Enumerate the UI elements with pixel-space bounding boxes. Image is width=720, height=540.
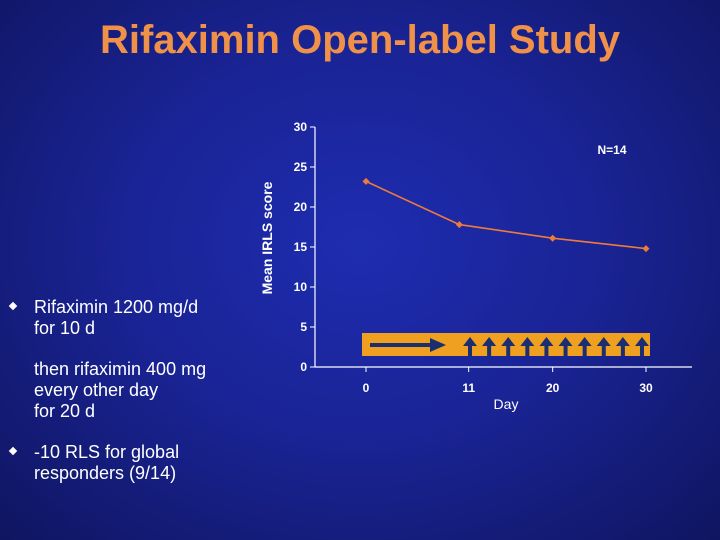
y-axis-label: Mean IRLS score xyxy=(259,181,275,294)
alternate-day-dose-arrow-shaft xyxy=(620,343,625,356)
bullet-text: Rifaximin 1200 mg/d for 10 d xyxy=(34,297,199,338)
alternate-day-dose-arrow-shaft xyxy=(601,343,606,356)
x-tick-labels: 0 11 20 30 xyxy=(363,367,653,395)
alternate-day-dose-arrow-shaft xyxy=(544,343,549,356)
alternate-day-dose-arrow-shaft xyxy=(640,343,644,356)
y-tick-labels: 0 5 10 15 20 25 30 xyxy=(294,120,315,374)
series-path xyxy=(365,180,647,250)
data-point xyxy=(642,245,650,253)
alternate-day-dose-arrow-shaft xyxy=(563,343,568,356)
y-tick-label: 10 xyxy=(294,280,308,294)
alternate-day-dose-arrow-shaft xyxy=(525,343,530,356)
alternate-day-dose-arrow-head xyxy=(615,337,630,346)
daily-dose-arrow-head xyxy=(430,338,446,352)
y-tick-label: 25 xyxy=(294,160,308,174)
x-tick-label: 20 xyxy=(546,381,560,395)
sample-size-annotation: N=14 xyxy=(597,143,626,157)
alternate-day-dose-arrow-head xyxy=(520,337,535,346)
y-tick-label: 30 xyxy=(294,120,308,134)
alternate-day-dose-arrow-shaft xyxy=(582,343,587,356)
slide-title: Rifaximin Open-label Study xyxy=(99,18,621,62)
y-tick-label: 0 xyxy=(300,360,307,374)
data-point xyxy=(362,177,370,185)
alternate-day-dose-arrow-shaft xyxy=(506,343,511,356)
alternate-day-dose-arrow-head xyxy=(463,337,477,346)
x-tick-label: 30 xyxy=(639,381,653,395)
dosing-schedule xyxy=(362,333,650,356)
x-tick-label: 11 xyxy=(462,381,475,395)
x-axis-label: Day xyxy=(494,396,519,412)
alternate-day-dose-arrow-head xyxy=(635,337,649,346)
alternate-day-dose-arrow-shaft xyxy=(487,343,492,356)
series-line xyxy=(362,177,650,253)
alternate-day-dose-arrow-shaft xyxy=(468,343,472,356)
bullet-text: -10 RLS for global responders (9/14) xyxy=(34,442,180,483)
alternate-day-dose-arrow-head xyxy=(558,337,573,346)
data-point xyxy=(455,221,463,229)
y-tick-label: 5 xyxy=(300,320,307,334)
alternate-day-dose-arrow-head xyxy=(577,337,592,346)
y-tick-label: 20 xyxy=(294,200,308,214)
y-tick-label: 15 xyxy=(294,240,308,254)
alternate-day-dose-arrow-head xyxy=(482,337,497,346)
x-tick-label: 0 xyxy=(363,381,370,395)
data-point xyxy=(549,234,557,242)
alternate-day-dose-arrow-head xyxy=(539,337,554,346)
alternate-day-dose-arrow-head xyxy=(501,337,516,346)
alternate-day-dose-arrow-head xyxy=(596,337,611,346)
sub-text-maintenance: then rifaximin 400 mg every other day fo… xyxy=(34,359,207,421)
